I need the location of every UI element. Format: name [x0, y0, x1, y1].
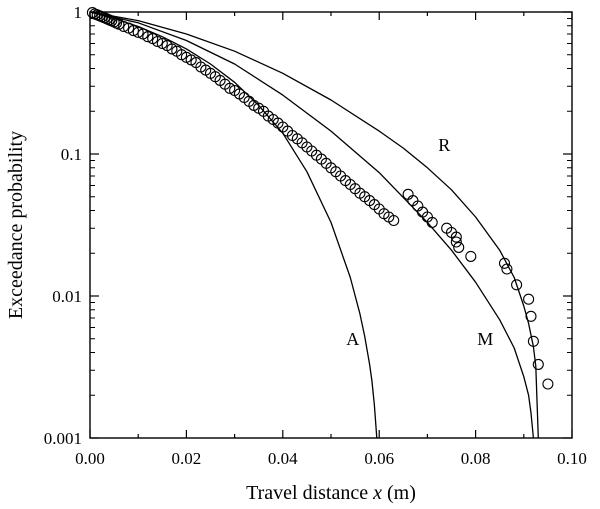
data-point — [224, 82, 236, 94]
x-tick-label: 0.00 — [75, 449, 105, 468]
x-tick-label: 0.02 — [172, 449, 202, 468]
curve-label-r: R — [438, 135, 450, 155]
model-curves — [89, 11, 539, 439]
data-point — [453, 241, 465, 253]
axis-ticks — [89, 11, 573, 439]
curve-label-a: A — [346, 329, 359, 349]
data-point — [542, 378, 554, 390]
plot-area-frame — [89, 11, 573, 439]
y-axis-title: Exceedance probability — [5, 131, 27, 319]
observed-points — [86, 7, 554, 390]
data-point — [450, 236, 462, 248]
data-point — [142, 31, 154, 43]
data-point — [118, 20, 130, 33]
data-point — [151, 35, 164, 48]
data-point — [166, 43, 178, 55]
curve-label-m: M — [477, 329, 493, 349]
x-tick-label: 0.06 — [364, 449, 394, 468]
x-tick-label: 0.08 — [461, 449, 491, 468]
data-point — [498, 257, 511, 269]
data-point — [127, 25, 139, 37]
curve-r — [89, 11, 539, 439]
data-point — [450, 231, 462, 243]
x-tick-label: 0.10 — [557, 449, 587, 468]
y-tick-label: 0.01 — [52, 287, 82, 306]
data-point — [402, 188, 414, 200]
x-tick-label: 0.04 — [268, 449, 298, 468]
data-point — [132, 26, 144, 38]
x-axis-title: Travel distance x (m) — [246, 482, 416, 504]
data-point — [511, 279, 523, 291]
data-point — [86, 7, 98, 19]
data-point — [523, 293, 535, 305]
curve-m — [89, 11, 535, 439]
data-point — [426, 216, 438, 228]
data-point — [527, 335, 539, 347]
data-point — [465, 250, 477, 262]
x-tick-labels: 0.00 0.02 0.04 0.06 0.08 0.10 — [75, 449, 587, 468]
data-point — [501, 263, 513, 275]
curve-a — [89, 11, 378, 439]
data-point — [532, 358, 544, 370]
data-point — [156, 37, 168, 50]
y-tick-label: 1 — [74, 3, 83, 22]
data-point — [388, 214, 400, 227]
curve-labels: R A M — [346, 135, 493, 349]
y-tick-labels: 1 0.1 0.01 0.001 — [44, 3, 82, 448]
y-tick-label: 0.001 — [44, 429, 82, 448]
y-tick-label: 0.1 — [61, 145, 82, 164]
data-point — [525, 310, 537, 322]
